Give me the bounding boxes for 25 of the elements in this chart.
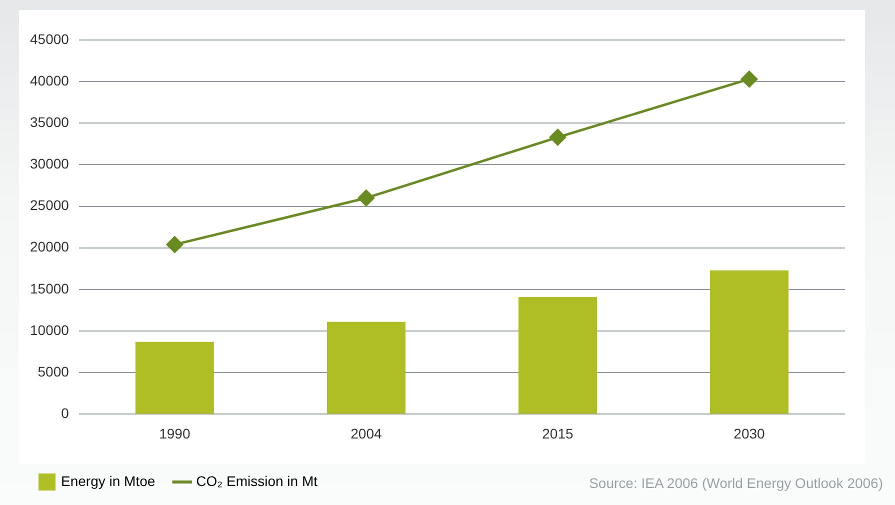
y-tick-label: 25000 — [30, 197, 70, 214]
bar — [326, 322, 406, 414]
y-tick-label: 30000 — [30, 156, 70, 172]
bar — [710, 270, 789, 414]
y-tick-label: 35000 — [30, 114, 70, 130]
legend-label: Energy in Mtoe — [61, 472, 156, 489]
y-tick-label: 20000 — [30, 238, 70, 255]
x-tick-label: 2004 — [350, 425, 382, 442]
y-tick-label: 5000 — [38, 363, 70, 380]
x-tick-label: 2030 — [734, 425, 766, 442]
point — [549, 129, 566, 146]
bar — [135, 342, 214, 414]
source-note: Source: IEA 2006 (World Energy Outlook 2006) — [589, 475, 883, 491]
legend-label: CO₂ Emission in Mt — [196, 472, 318, 489]
bar — [518, 296, 597, 414]
point — [740, 70, 758, 88]
point — [166, 236, 183, 253]
y-tick-label: 40000 — [30, 72, 70, 88]
y-tick-label: 15000 — [30, 280, 70, 296]
y-tick-label: 0 — [61, 405, 70, 422]
x-tick-label: 1990 — [159, 425, 190, 442]
y-tick-label: 45000 — [30, 30, 70, 47]
x-tick-label: 2015 — [542, 425, 574, 442]
point — [358, 190, 374, 206]
y-tick-label: 10000 — [30, 322, 70, 338]
